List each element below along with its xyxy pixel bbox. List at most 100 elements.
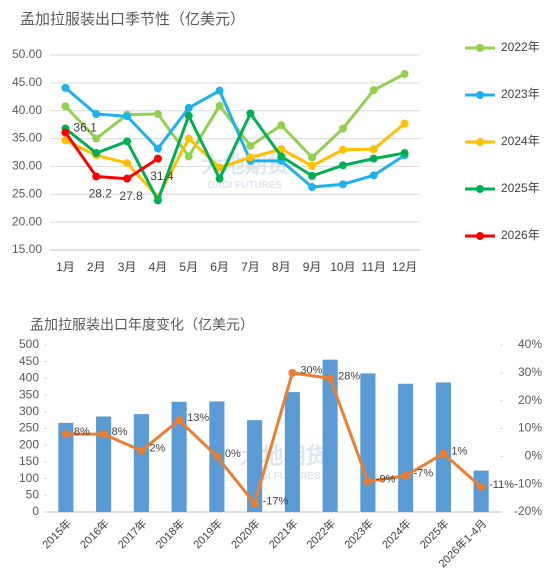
point [99,430,108,439]
legend-marker [476,185,484,193]
point [123,137,132,146]
y-tick-label: 50.00 [12,47,42,61]
y-tick-label: 35.00 [12,131,42,145]
data-label: 36.1 [73,121,97,135]
x-tick-label: 2017年 [115,516,150,551]
point [338,180,347,189]
legend-label: 2022年 [501,40,540,54]
line [64,131,159,181]
y-tick-label: 25.00 [12,186,42,200]
point [400,149,409,158]
point [92,110,101,119]
x-tick-label: 1月 [56,260,75,274]
bar [171,401,187,512]
point [153,196,162,205]
x-tick-label: 2016年 [77,516,112,551]
point [369,145,378,154]
point [215,86,224,95]
point [92,172,101,181]
point [369,86,378,95]
point [153,154,162,163]
x-tick-label: 4月 [149,260,168,274]
point [246,141,255,150]
chart-title: 孟加拉服装出口年度变化（亿美元） [30,317,254,333]
point [363,477,372,486]
point [61,136,70,145]
x-tick-label: 12月 [392,260,417,274]
legend-marker [476,232,484,240]
point [250,499,259,508]
y2-tick-label: 20% [518,393,542,407]
point [308,183,317,192]
y2-tick-label: -10% [514,476,542,490]
point [123,159,132,168]
bar [435,382,451,512]
data-label: 27.8 [119,189,143,203]
point [338,124,347,133]
point [184,134,193,143]
y2-tick-label: 30% [518,365,542,379]
bar [322,359,338,512]
data-label: 30% [300,365,322,377]
x-tick-label: 2021年 [266,516,301,551]
x-tick-label: 6月 [210,260,229,274]
watermark: DADI FUTURES [208,180,283,191]
bar [284,392,300,512]
legend-label: 2026年 [501,228,540,242]
y2-tick-label: -20% [514,504,542,518]
point [123,112,132,121]
point [215,174,224,183]
x-tick-label: 3月 [118,260,137,274]
legend-label: 2023年 [501,87,540,101]
point [153,144,162,153]
data-label: 28.2 [89,187,113,201]
y-tick-label: 0 [32,504,39,518]
point [212,452,221,461]
point [308,171,317,180]
line [64,110,405,205]
data-label: 28% [338,370,360,382]
point [184,103,193,112]
y-tick-label: 150 [19,454,39,468]
data-label: 1% [451,445,467,457]
x-tick-label: 2018年 [152,516,187,551]
bar [398,383,414,512]
x-tick-label: 2024年 [379,516,414,551]
y-tick-label: 15.00 [12,242,42,256]
x-tick-label: 2019年 [190,516,225,551]
x-tick-label: 2月 [87,260,106,274]
data-label: 2% [149,443,165,455]
x-tick-label: 9月 [303,260,322,274]
line [65,371,483,507]
x-tick-label: 5月 [179,260,198,274]
point [338,145,347,154]
point [215,163,224,172]
point [369,171,378,180]
data-label: -9% [376,473,396,485]
x-tick-label: 11月 [362,260,386,274]
point [326,374,335,383]
point [477,482,486,491]
x-tick-label: 8月 [272,260,291,274]
y-tick-label: 50 [26,487,40,501]
y2-tick-label: 0% [525,449,543,463]
line [64,122,406,200]
legend-marker [476,138,484,146]
legend-marker [476,91,484,99]
bar [133,414,149,512]
point [153,110,162,119]
bar [96,416,112,512]
y-tick-label: 350 [19,387,39,401]
legend-label: 2024年 [501,134,540,148]
point [61,430,70,439]
point [184,111,193,120]
data-label: -7% [414,468,434,480]
y-tick-label: 30.00 [12,159,42,173]
y-tick-label: 450 [19,354,39,368]
y-tick-label: 20.00 [12,214,42,228]
point [277,121,286,130]
y2-tick-label: 40% [518,337,542,351]
y-tick-label: 500 [19,337,39,351]
watermark: DADI FUTURES [246,471,321,482]
y-tick-label: 100 [19,471,39,485]
